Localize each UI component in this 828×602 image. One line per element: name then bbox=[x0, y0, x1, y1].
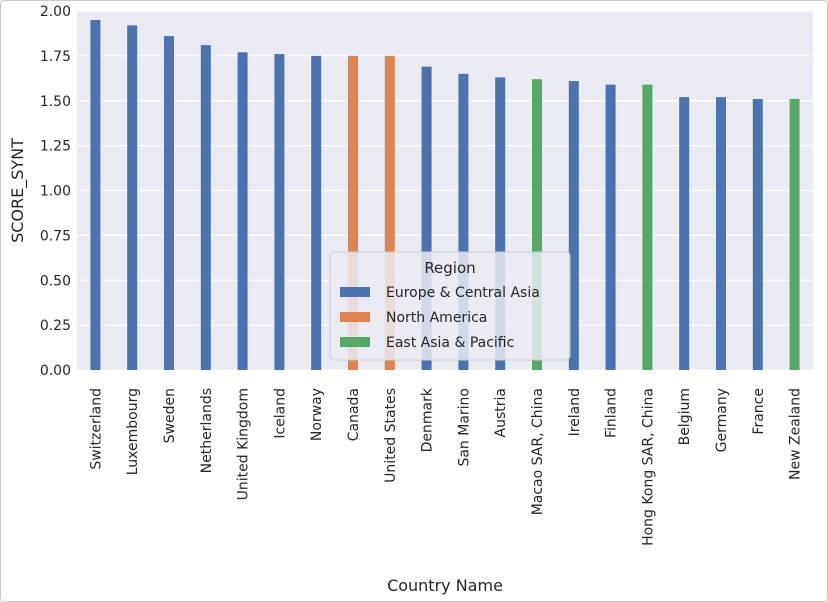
y-tick-label: 1.25 bbox=[40, 139, 71, 155]
x-tick-label: Iceland bbox=[272, 388, 288, 439]
bar-denmark bbox=[421, 66, 432, 371]
x-tick-label: Finland bbox=[604, 388, 620, 438]
x-tick-label: Denmark bbox=[420, 387, 436, 452]
y-tick-label: 1.50 bbox=[40, 94, 71, 110]
x-tick-label: United States bbox=[383, 388, 399, 483]
y-tick-label: 2.00 bbox=[40, 4, 71, 20]
bars bbox=[90, 19, 800, 371]
y-tick-label: 0.75 bbox=[40, 228, 71, 244]
x-tick-label: France bbox=[751, 388, 767, 435]
bar-iceland bbox=[274, 54, 285, 371]
legend-entry-label: East Asia & Pacific bbox=[386, 335, 514, 351]
x-tick-label: Germany bbox=[714, 388, 730, 452]
y-tick-label: 0.00 bbox=[40, 363, 71, 379]
x-tick-label: United Kingdom bbox=[236, 388, 252, 500]
legend-entry-label: North America bbox=[386, 310, 487, 326]
bar-new-zealand bbox=[789, 98, 800, 370]
y-tick-label: 0.50 bbox=[40, 273, 71, 289]
bar-austria bbox=[495, 77, 506, 370]
x-tick-label: Hong Kong SAR, China bbox=[640, 388, 656, 546]
bar-france bbox=[752, 98, 763, 370]
legend: Region Europe & Central Asia North Americ… bbox=[329, 251, 571, 361]
bar-luxembourg bbox=[127, 25, 138, 371]
legend-swatch bbox=[340, 287, 370, 297]
bar-canada bbox=[348, 55, 358, 370]
y-tick-labels: 0.00 0.25 0.50 0.75 1.00 1.25 1.50 1.75 2.00 bbox=[40, 4, 71, 379]
y-tick-label: 0.25 bbox=[40, 318, 71, 334]
bar-hong-kong-sar-china bbox=[642, 84, 653, 370]
x-tick-label: New Zealand bbox=[788, 388, 804, 480]
x-tick-label: Canada bbox=[346, 388, 362, 441]
legend-title: Region bbox=[424, 259, 475, 277]
bar-switzerland bbox=[90, 19, 101, 370]
bar-netherlands bbox=[200, 45, 211, 370]
bar-finland bbox=[605, 84, 616, 370]
y-tick-label: 1.00 bbox=[40, 184, 71, 200]
x-tick-labels: Switzerland Luxembourg Sweden Netherlands Un… bbox=[88, 387, 803, 546]
bar-united-kingdom bbox=[237, 52, 248, 370]
bar-ireland bbox=[568, 81, 579, 370]
bar-germany bbox=[716, 97, 726, 370]
x-tick-label: Belgium bbox=[677, 388, 693, 445]
legend-box bbox=[329, 251, 571, 361]
x-tick-label: Ireland bbox=[567, 388, 583, 436]
legend-swatch bbox=[340, 312, 370, 322]
x-tick-label: Switzerland bbox=[88, 388, 104, 470]
x-tick-label: Norway bbox=[309, 388, 325, 441]
x-tick-label: Austria bbox=[493, 388, 509, 437]
x-axis-label: Country Name bbox=[387, 576, 503, 595]
x-tick-label: San Marino bbox=[456, 388, 472, 467]
legend-swatch bbox=[340, 337, 370, 347]
bar-sweden bbox=[164, 36, 174, 370]
y-axis-label: SCORE_SYNT bbox=[8, 138, 28, 243]
y-tick-label: 1.75 bbox=[40, 49, 71, 65]
bar-norway bbox=[311, 55, 322, 370]
x-tick-label: Sweden bbox=[162, 388, 178, 443]
x-tick-label: Luxembourg bbox=[125, 388, 141, 475]
bar-belgium bbox=[679, 97, 690, 370]
bar-united-states bbox=[384, 55, 395, 370]
bar-san-marino bbox=[458, 73, 469, 370]
x-tick-label: Netherlands bbox=[199, 388, 215, 473]
x-tick-label: Macao SAR, China bbox=[530, 388, 546, 515]
legend-entry-label: Europe & Central Asia bbox=[386, 285, 540, 301]
bar-macao-sar-china bbox=[532, 79, 542, 371]
